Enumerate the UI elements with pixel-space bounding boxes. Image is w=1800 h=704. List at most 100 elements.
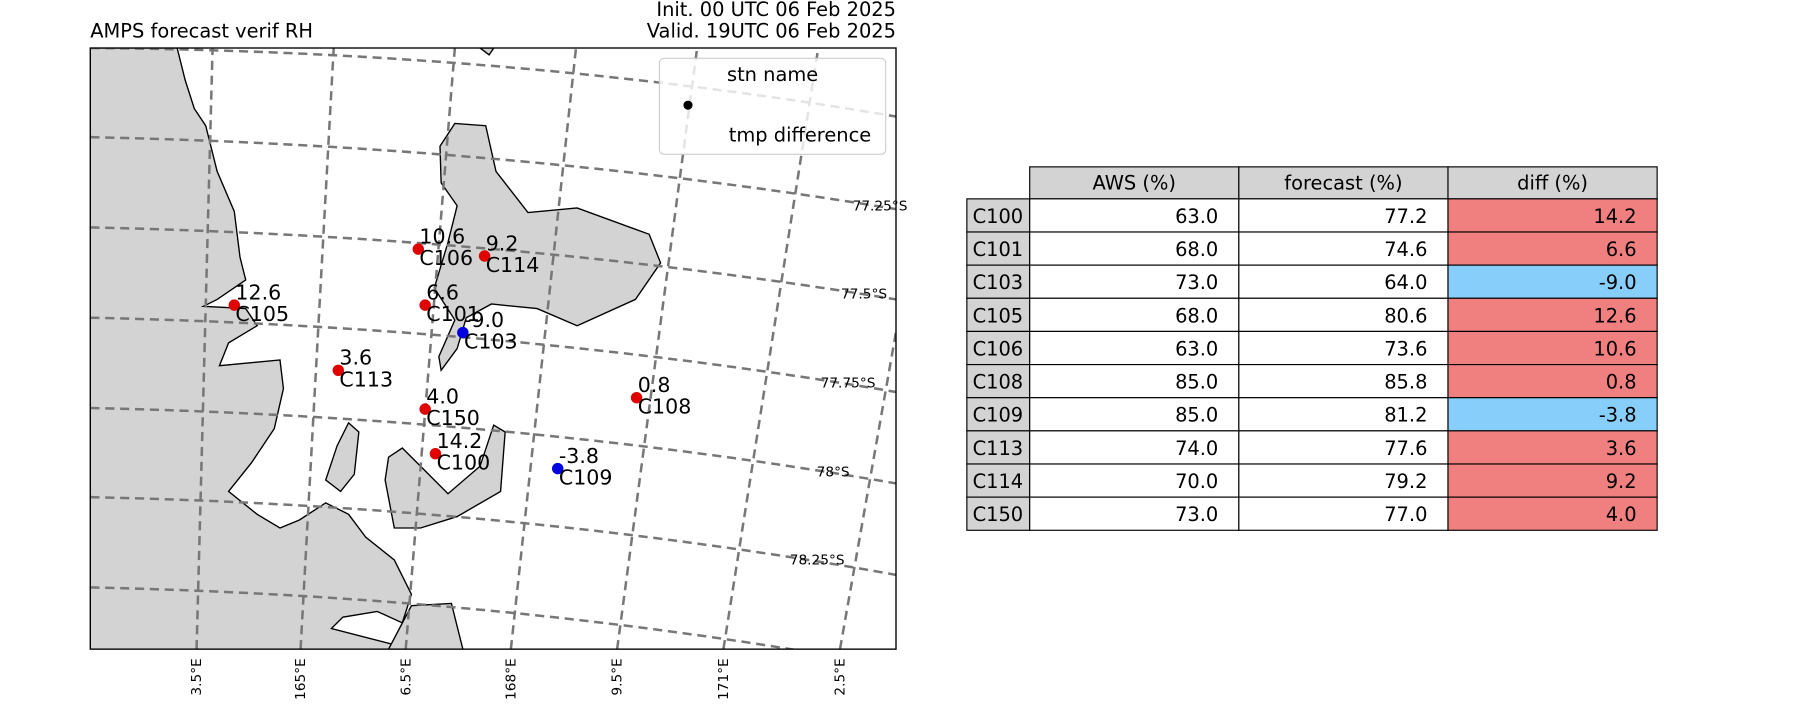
row-name: C150 bbox=[973, 503, 1024, 526]
column-header: diff (%) bbox=[1517, 172, 1588, 195]
cell bbox=[1447, 496, 1658, 531]
cell-value: 73.6 bbox=[1384, 337, 1427, 360]
station-name: C100 bbox=[437, 451, 491, 475]
cell-value: 0.8 bbox=[1606, 371, 1637, 394]
cell-value: 6.6 bbox=[1606, 238, 1637, 261]
station-dot bbox=[478, 250, 491, 262]
column-header: AWS (%) bbox=[1093, 172, 1176, 195]
legend: stn name tmp difference bbox=[658, 57, 887, 155]
station-dot bbox=[412, 243, 424, 255]
cell bbox=[1447, 363, 1658, 399]
cell bbox=[1029, 463, 1240, 498]
row-name: C100 bbox=[973, 205, 1024, 228]
cell-value: 74.0 bbox=[1175, 437, 1218, 460]
station-name: C101 bbox=[426, 302, 480, 326]
lon-label: 9.5°E bbox=[610, 658, 626, 695]
station-dot bbox=[552, 462, 564, 475]
cell-value: 74.6 bbox=[1384, 238, 1427, 261]
station-dot bbox=[630, 392, 643, 404]
title: AMPS forecast verif RH bbox=[90, 20, 313, 43]
station-dot bbox=[228, 299, 240, 311]
cell bbox=[966, 198, 1031, 233]
row-name: C101 bbox=[973, 238, 1024, 261]
station-value: -3.8 bbox=[559, 444, 599, 468]
land bbox=[478, 48, 495, 56]
station-dot bbox=[332, 364, 344, 376]
station-value: 0.8 bbox=[638, 373, 671, 397]
row-name: C109 bbox=[973, 404, 1024, 427]
cell bbox=[966, 496, 1031, 531]
station-name: C105 bbox=[235, 302, 289, 326]
cell bbox=[1029, 496, 1240, 531]
cell bbox=[966, 330, 1031, 366]
cell bbox=[1447, 330, 1658, 366]
cell bbox=[1238, 231, 1449, 266]
cell-value: 80.6 bbox=[1384, 304, 1427, 327]
station-name: C150 bbox=[426, 406, 480, 430]
map-frame bbox=[89, 47, 897, 650]
cell-value: 77.2 bbox=[1384, 205, 1427, 228]
header-cell bbox=[1447, 166, 1658, 200]
cell-value: 73.0 bbox=[1175, 503, 1218, 526]
cell-value: 64.0 bbox=[1384, 271, 1427, 294]
lat-label: 78.25°S bbox=[790, 553, 845, 569]
lon-label: 168°E bbox=[503, 658, 519, 700]
cell-value: 9.2 bbox=[1606, 470, 1637, 493]
row-name: C103 bbox=[973, 271, 1024, 294]
cell-value: 12.6 bbox=[1593, 304, 1636, 327]
station-name: C106 bbox=[419, 246, 473, 270]
legend-value: tmp difference bbox=[729, 124, 871, 147]
cell-value: 85.0 bbox=[1175, 404, 1218, 427]
station-dot bbox=[419, 299, 431, 311]
station-value: 6.6 bbox=[426, 280, 459, 304]
init-time: Init. 00 UTC 06 Feb 2025 bbox=[656, 0, 896, 21]
station-dot bbox=[429, 448, 442, 460]
cell-value: 81.2 bbox=[1384, 404, 1427, 427]
cell bbox=[1029, 330, 1240, 366]
station-value: 14.2 bbox=[437, 429, 483, 453]
lat-label: 77.75°S bbox=[821, 375, 876, 391]
header-cell bbox=[1029, 166, 1240, 200]
legend-box bbox=[658, 57, 887, 155]
station-dot bbox=[419, 403, 431, 415]
station-name: C103 bbox=[464, 330, 518, 354]
row-name: C113 bbox=[973, 437, 1024, 460]
station-name: C108 bbox=[638, 395, 692, 419]
lat-label: 78°S bbox=[817, 465, 850, 481]
cell-value: 10.6 bbox=[1593, 337, 1636, 360]
cell-value: -3.8 bbox=[1599, 404, 1637, 427]
station-name: C109 bbox=[559, 466, 613, 490]
lat-label: 77.5°S bbox=[841, 286, 887, 302]
land bbox=[387, 602, 464, 650]
cell bbox=[1238, 430, 1449, 465]
station-value: 10.6 bbox=[419, 224, 465, 248]
station-dot bbox=[457, 326, 469, 339]
cell-value: 63.0 bbox=[1175, 205, 1218, 228]
legend-dot bbox=[683, 100, 693, 110]
lat-label: 77.25°S bbox=[853, 198, 908, 214]
cell-value: 63.0 bbox=[1175, 337, 1218, 360]
row-name: C105 bbox=[973, 304, 1024, 327]
cell bbox=[1029, 231, 1240, 266]
cell-value: 79.2 bbox=[1384, 470, 1427, 493]
cell-value: 68.0 bbox=[1175, 238, 1218, 261]
cell bbox=[1447, 264, 1658, 299]
lon-label: 3.5°E bbox=[189, 658, 205, 695]
station-value: -9.0 bbox=[464, 308, 504, 332]
cell bbox=[1238, 297, 1449, 332]
cell-value: 73.0 bbox=[1175, 271, 1218, 294]
cell bbox=[966, 363, 1031, 399]
lon-label: 2.5°E bbox=[833, 658, 849, 695]
cell bbox=[966, 397, 1031, 432]
cell bbox=[1447, 463, 1658, 498]
lon-label: 171°E bbox=[716, 658, 732, 700]
station-name: C113 bbox=[339, 367, 393, 391]
lon-label: 6.5°E bbox=[398, 658, 414, 695]
column-header: forecast (%) bbox=[1284, 172, 1402, 195]
header-cell bbox=[1238, 166, 1449, 200]
cell-value: 77.0 bbox=[1384, 503, 1427, 526]
